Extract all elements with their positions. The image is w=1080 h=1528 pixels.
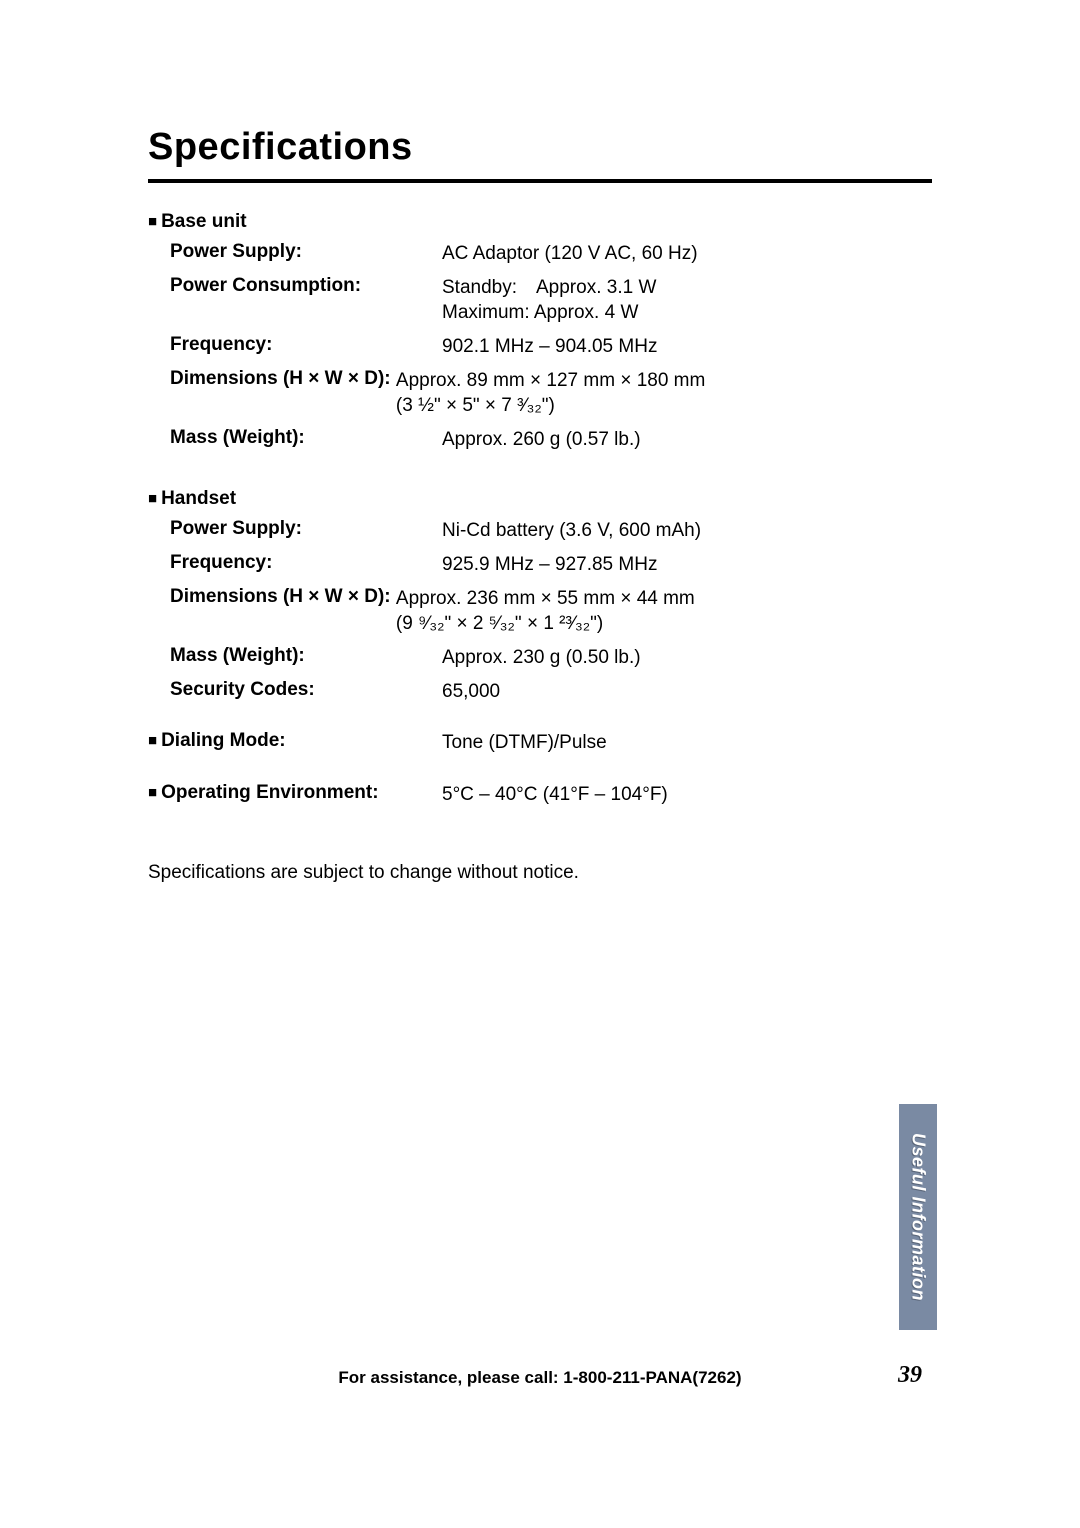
spec-label: Security Codes: <box>170 679 442 705</box>
spec-label: Power Consumption: <box>170 275 442 326</box>
spec-value-line: Standby: Approx. 3.1 W <box>442 275 656 301</box>
spec-value: 902.1 MHz – 904.05 MHz <box>442 334 657 360</box>
spec-label: Frequency: <box>170 334 442 360</box>
section-tab-useful-information: Useful Information <box>899 1104 937 1330</box>
spec-value-line: Approx. 236 mm × 55 mm × 44 mm <box>396 586 695 612</box>
spec-row: Frequency: 902.1 MHz – 904.05 MHz <box>170 334 932 360</box>
assistance-phone: For assistance, please call: 1-800-211-P… <box>338 1368 741 1388</box>
spec-label: Mass (Weight): <box>170 427 442 453</box>
spec-label-operating-env: Operating Environment: <box>148 782 442 808</box>
spec-value-line: Maximum: Approx. 4 W <box>442 300 656 326</box>
spec-row: Power Consumption: Standby: Approx. 3.1 … <box>170 275 932 326</box>
spec-label: Frequency: <box>170 552 442 578</box>
spec-row: Power Supply: Ni-Cd battery (3.6 V, 600 … <box>170 518 932 544</box>
section-tab-label: Useful Information <box>908 1133 929 1301</box>
page-title: Specifications <box>148 126 932 169</box>
spec-value-line: Approx. 89 mm × 127 mm × 180 mm <box>396 368 705 394</box>
spec-label-dialing-mode: Dialing Mode: <box>148 730 442 756</box>
spec-row: Dialing Mode: Tone (DTMF)/Pulse <box>148 730 932 756</box>
spec-value: AC Adaptor (120 V AC, 60 Hz) <box>442 241 698 267</box>
spec-row: Security Codes: 65,000 <box>170 679 932 705</box>
spec-row: Operating Environment: 5°C – 40°C (41°F … <box>148 782 932 808</box>
spec-label: Dimensions (H × W × D): <box>170 586 396 637</box>
spec-value: Approx. 89 mm × 127 mm × 180 mm (3 ½ʺ × … <box>396 368 705 419</box>
section-header-handset: Handset <box>148 488 932 510</box>
spec-value: Approx. 236 mm × 55 mm × 44 mm (9 ⁹⁄₃₂ʺ … <box>396 586 695 637</box>
title-rule <box>148 179 932 183</box>
spec-value-line: (9 ⁹⁄₃₂ʺ × 2 ⁵⁄₃₂ʺ × 1 ²³⁄₃₂ʺ) <box>396 611 695 637</box>
spec-value: 65,000 <box>442 679 500 705</box>
spec-row: Power Supply: AC Adaptor (120 V AC, 60 H… <box>170 241 932 267</box>
spec-label: Mass (Weight): <box>170 645 442 671</box>
spec-row: Mass (Weight): Approx. 230 g (0.50 lb.) <box>170 645 932 671</box>
change-notice: Specifications are subject to change wit… <box>148 862 932 884</box>
spec-value: Tone (DTMF)/Pulse <box>442 730 607 756</box>
spec-label: Dimensions (H × W × D): <box>170 368 396 419</box>
spec-row: Dimensions (H × W × D): Approx. 89 mm × … <box>170 368 932 419</box>
spec-value: Ni-Cd battery (3.6 V, 600 mAh) <box>442 518 701 544</box>
page-content: Specifications Base unit Power Supply: A… <box>148 126 932 884</box>
spec-row: Mass (Weight): Approx. 260 g (0.57 lb.) <box>170 427 932 453</box>
spec-row: Frequency: 925.9 MHz – 927.85 MHz <box>170 552 932 578</box>
spec-value: Standby: Approx. 3.1 W Maximum: Approx. … <box>442 275 656 326</box>
spec-value: Approx. 230 g (0.50 lb.) <box>442 645 641 671</box>
spec-value-line: (3 ½ʺ × 5ʺ × 7 ³⁄₃₂ʺ) <box>396 393 705 419</box>
spec-value: 5°C – 40°C (41°F – 104°F) <box>442 782 668 808</box>
spec-row: Dimensions (H × W × D): Approx. 236 mm ×… <box>170 586 932 637</box>
spec-label: Power Supply: <box>170 241 442 267</box>
page-number: 39 <box>898 1362 922 1389</box>
spec-value: Approx. 260 g (0.57 lb.) <box>442 427 641 453</box>
section-header-base-unit: Base unit <box>148 211 932 233</box>
spec-label: Power Supply: <box>170 518 442 544</box>
spec-value: 925.9 MHz – 927.85 MHz <box>442 552 657 578</box>
